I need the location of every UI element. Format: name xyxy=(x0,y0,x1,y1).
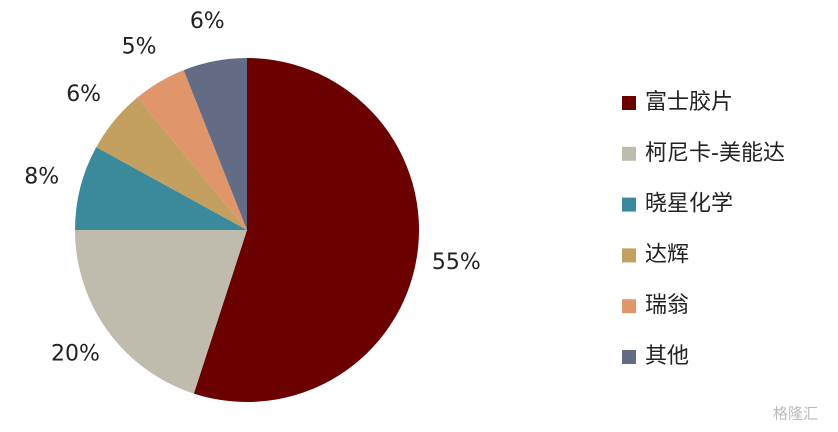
data-label: 6% xyxy=(66,82,101,107)
watermark: 格隆汇 xyxy=(773,405,818,423)
data-label: 20% xyxy=(51,342,100,367)
pie-slice xyxy=(96,97,247,230)
legend-label: 其他 xyxy=(645,344,689,369)
pie-slice xyxy=(193,58,419,402)
data-label: 6% xyxy=(190,9,225,34)
pie-slice xyxy=(74,230,247,394)
data-label: 8% xyxy=(24,164,59,189)
data-label: 55% xyxy=(432,250,481,275)
pie-slice xyxy=(75,147,247,230)
pie-slice xyxy=(183,58,247,230)
legend-label: 柯尼卡-美能达 xyxy=(645,141,785,166)
legend-label: 达辉 xyxy=(645,242,689,267)
legend-label: 瑞翁 xyxy=(645,293,689,318)
legend-swatch xyxy=(622,350,636,364)
legend-swatch xyxy=(622,299,636,314)
data-label: 5% xyxy=(122,35,157,60)
legend-swatch xyxy=(622,96,636,110)
legend-swatch xyxy=(622,197,636,212)
legend-swatch xyxy=(622,248,636,263)
legend-label: 晓星化学 xyxy=(645,192,733,217)
legend-swatch xyxy=(622,146,636,161)
legend-label: 富士胶片 xyxy=(645,90,733,115)
pie-slice xyxy=(137,70,247,230)
